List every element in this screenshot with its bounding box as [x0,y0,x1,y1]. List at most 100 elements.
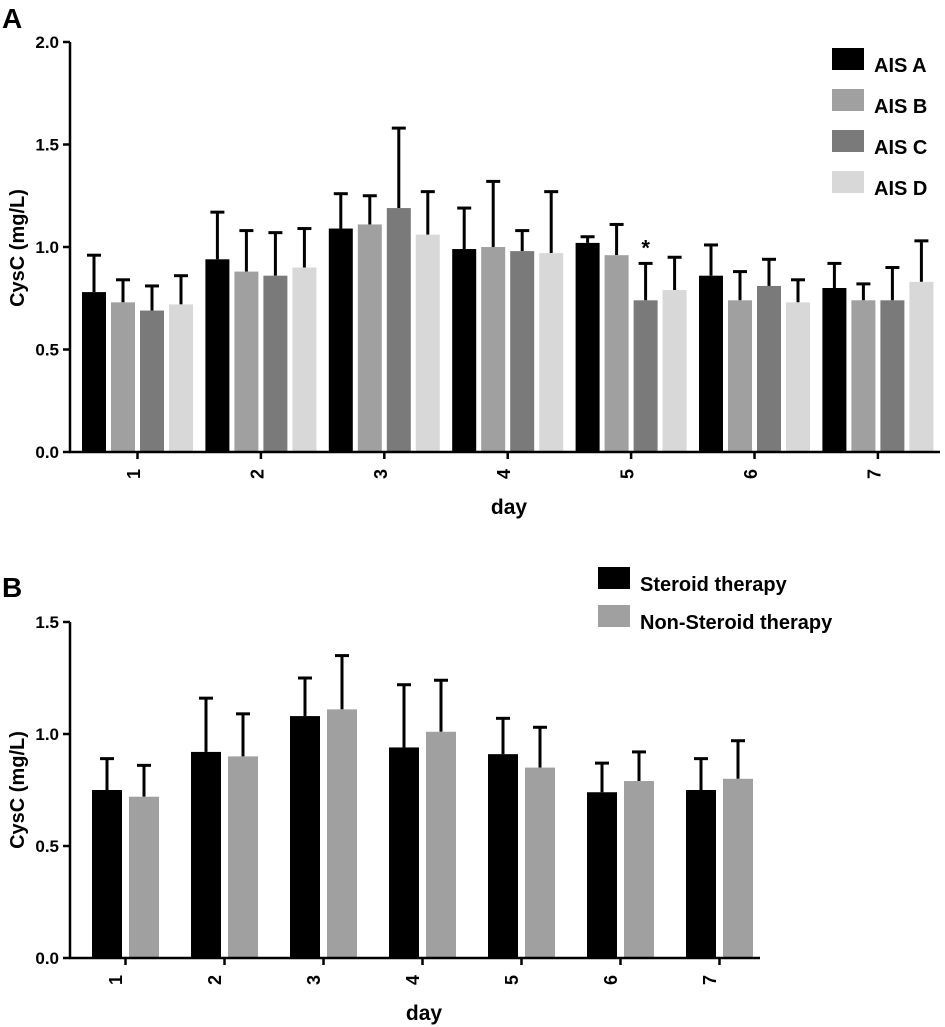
x-tick-label-b-7: 7 [700,975,720,985]
bar-a-series3-day7 [880,300,905,452]
legend-swatch-a-1 [832,48,864,70]
bar-a-series4-day4 [539,253,564,452]
x-tick-label-b-4: 4 [403,975,423,985]
bar-a-series2-day3 [357,224,382,452]
x-tick-label-a-3: 3 [371,469,391,479]
legend-swatch-a-2 [832,89,864,111]
bar-a-series3-day1 [140,310,164,452]
bar-b-series2-day7 [723,778,753,958]
y-tick-label-b-0: 0.0 [35,949,59,968]
legend-swatch-a-4 [832,171,864,193]
y-tick-label-b-3: 1.5 [35,613,59,632]
error-bar-b-series1-day5 [496,716,510,755]
legend-label-b-1: Steroid therapy [640,574,788,596]
error-bar-b-series1-day1 [100,757,114,790]
error-bar-a-series4-day2 [297,227,312,268]
bar-b-series1-day1 [92,790,122,958]
bar-a-series1-day6 [699,275,723,452]
legend-item-b-1: Steroid therapy [598,567,788,596]
error-bar-a-series2-day3 [362,194,377,225]
error-bar-a-series3-day3 [391,126,406,209]
error-bar-b-series2-day1 [137,763,151,797]
legend-swatch-b-1 [598,567,630,589]
y-tick-label-a-3: 1.5 [35,136,59,155]
bar-b-series2-day6 [624,781,654,958]
error-bar-b-series1-day7 [694,757,708,790]
error-bar-a-series3-day1 [145,284,159,311]
legend-item-a-2: AIS B [832,89,927,118]
legend-item-b-2: Non-Steroid therapy [598,605,833,634]
error-bar-b-series1-day2 [199,696,213,752]
tick-labels-b: 0.0 0.5 1.0 1.5 1 2 3 4 5 6 7 [35,613,720,985]
bar-a-series1-day7 [822,288,847,452]
legend-label-a-2: AIS B [874,96,927,118]
error-bar-a-series1-day7 [827,261,842,288]
legend-label-a-4: AIS D [874,178,927,200]
error-bar-a-series4-day4 [544,190,559,254]
error-bar-b-series1-day4 [397,683,411,748]
y-tick-label-a-4: 2.0 [35,33,59,52]
bar-a-series4-day5 [662,290,687,452]
bar-b-series2-day2 [228,756,258,958]
error-bar-a-series3-day6 [762,257,776,286]
legend-label-a-1: AIS A [874,55,927,77]
bar-a-series3-day6 [757,285,781,452]
bar-a-series1-day3 [328,228,353,452]
bar-b-series2-day3 [327,709,357,958]
x-tick-label-b-3: 3 [304,975,324,985]
bar-a-series4-day6 [786,302,810,452]
bar-b-series2-day4 [426,731,456,958]
legend-swatch-b-2 [598,605,630,627]
panel-label-b: B [2,572,22,603]
error-bar-a-series2-day2 [239,229,254,272]
x-tick-label-a-1: 1 [124,469,144,479]
error-bar-b-series2-day6 [632,750,646,782]
bar-b-series1-day3 [290,716,320,958]
bar-a-series3-day4 [510,251,535,452]
bar-a-series4-day2 [292,267,317,452]
bar-b-series1-day6 [587,792,617,958]
legend-swatch-a-3 [832,130,864,152]
bar-a-series2-day7 [851,300,876,452]
panel-a: A CysC (mg/L) day 0.0 0.5 1.0 1.5 2.0 1 2 3 4 5 6 7… [2,3,940,519]
error-bar-a-series2-day4 [486,179,501,247]
axes-a [63,40,940,459]
error-bar-b-series2-day7 [731,739,745,779]
legend-item-a-4: AIS D [832,171,927,200]
error-bar-b-series2-day4 [434,678,448,732]
error-bar-a-series4-day6 [791,278,805,303]
error-bar-b-series2-day5 [533,725,547,768]
legend-label-b-2: Non-Steroid therapy [640,612,833,634]
x-axis-label-b: day [406,1002,443,1025]
bar-b-series1-day7 [686,790,716,958]
error-bar-a-series2-day1 [116,278,130,303]
y-tick-label-b-2: 1.0 [35,725,59,744]
bar-b-series2-day1 [129,796,159,958]
error-bar-b-series2-day3 [335,654,349,710]
y-axis-label-b: CysC (mg/L) [7,731,29,849]
error-bars-b [100,654,745,797]
error-bar-a-series1-day2 [210,210,225,260]
panel-b: B CysC (mg/L) day 0.0 0.5 1.0 1.5 1 2 3 4 5 6 7 St… [2,567,833,1025]
legend-a: AIS A AIS B AIS C AIS D [832,48,927,200]
bar-a-series4-day1 [169,304,193,452]
bar-a-series4-day3 [415,234,440,452]
bar-a-series1-day2 [205,259,230,452]
error-bar-a-series3-day7 [885,266,900,301]
bar-a-series3-day5 [633,300,658,452]
bar-b-series1-day5 [488,754,518,958]
panel-label-a: A [2,3,22,34]
bar-a-series2-day2 [234,271,259,452]
error-bar-a-series1-day3 [333,192,348,229]
legend-label-a-3: AIS C [874,137,927,159]
annotation-a-0: * [641,235,650,260]
error-bar-a-series1-day5 [580,235,595,243]
x-tick-label-b-5: 5 [502,975,522,985]
bar-b-series1-day4 [389,747,419,958]
bar-b-series1-day2 [191,751,221,958]
error-bar-b-series1-day3 [298,676,312,717]
error-bar-b-series1-day6 [595,761,609,793]
y-axis-label-a: CysC (mg/L) [7,189,29,307]
bars-a [82,208,934,452]
tick-labels-a: 0.0 0.5 1.0 1.5 2.0 1 2 3 4 5 6 7 [35,33,884,479]
